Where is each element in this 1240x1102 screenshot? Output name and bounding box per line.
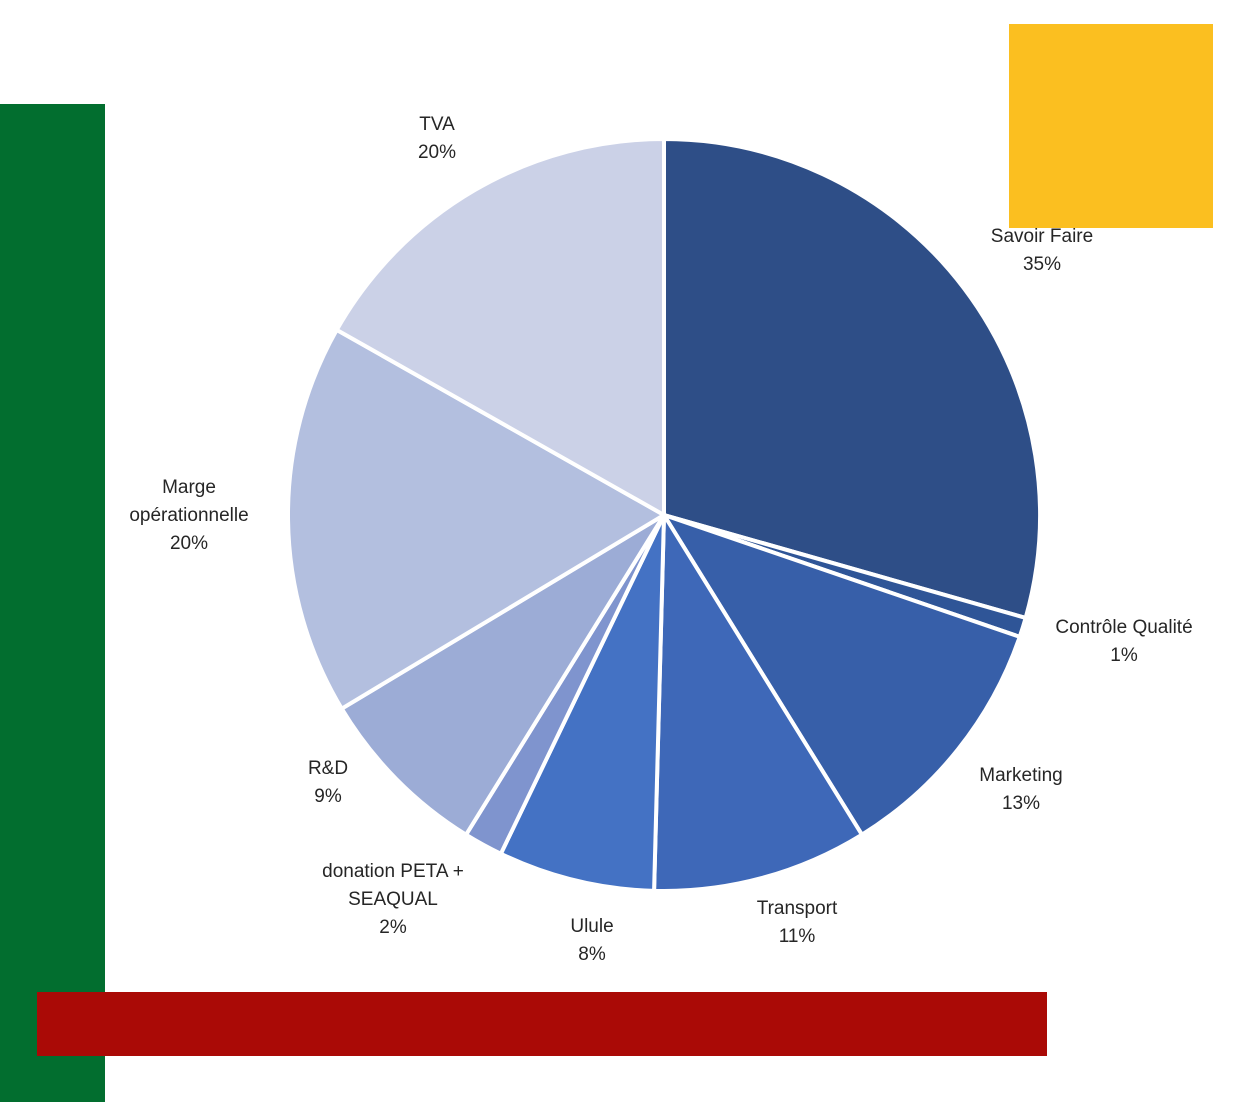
slice-category-label: TVA: [419, 114, 455, 135]
slice-value-label: 35%: [1023, 254, 1061, 275]
slice-label: TVA 20%: [418, 114, 456, 163]
slice-label: R&D 9%: [308, 758, 348, 807]
slice-category-label: donation PETA +: [322, 861, 464, 882]
slice-category-label: opérationnelle: [129, 505, 248, 526]
slice-category-label: Contrôle Qualité: [1055, 617, 1192, 638]
slice-value-label: 8%: [578, 944, 606, 965]
slice-value-label: 20%: [170, 533, 208, 554]
pie-slice: [339, 513, 666, 837]
pie-slice: [662, 513, 1022, 837]
slice-label: Marketing 13%: [979, 765, 1062, 814]
slice-label: donation PETA + SEAQUAL 2%: [322, 861, 464, 938]
slice-category-label: SEAQUAL: [348, 889, 438, 910]
slice-value-label: 11%: [779, 926, 816, 947]
pie-slice: [334, 137, 666, 517]
slice-value-label: 2%: [379, 917, 407, 938]
slice-label: Savoir Faire 35%: [991, 226, 1093, 275]
slice-category-label: R&D: [308, 758, 348, 779]
pie-slice: [662, 137, 1042, 620]
pie-slices: [286, 137, 1042, 893]
slice-label: Ulule 8%: [570, 916, 613, 965]
green-side-bar: [0, 104, 105, 1102]
slice-value-label: 13%: [1002, 793, 1040, 814]
slice-category-label: Transport: [757, 898, 838, 919]
slice-category-label: Marge: [162, 477, 216, 498]
red-bottom-bar: [37, 992, 1047, 1056]
slice-value-label: 9%: [314, 786, 342, 807]
slice-label: Transport 11%: [757, 898, 838, 947]
pie-slice: [286, 327, 666, 711]
slice-label: Contrôle Qualité 1%: [1055, 617, 1192, 666]
yellow-square: [1009, 24, 1213, 228]
pie-slice: [652, 513, 864, 893]
slice-category-label: Ulule: [570, 916, 613, 937]
slice-category-label: Marketing: [979, 765, 1062, 786]
slice-value-label: 20%: [418, 142, 456, 163]
slice-label: Marge opérationnelle 20%: [129, 477, 248, 554]
pie-slice: [498, 513, 666, 893]
pie-labels: Savoir Faire 35% Contrôle Qualité 1% Marketi…: [129, 114, 1192, 965]
slice-category-label: Savoir Faire: [991, 226, 1093, 247]
slice-value-label: 1%: [1110, 645, 1138, 666]
